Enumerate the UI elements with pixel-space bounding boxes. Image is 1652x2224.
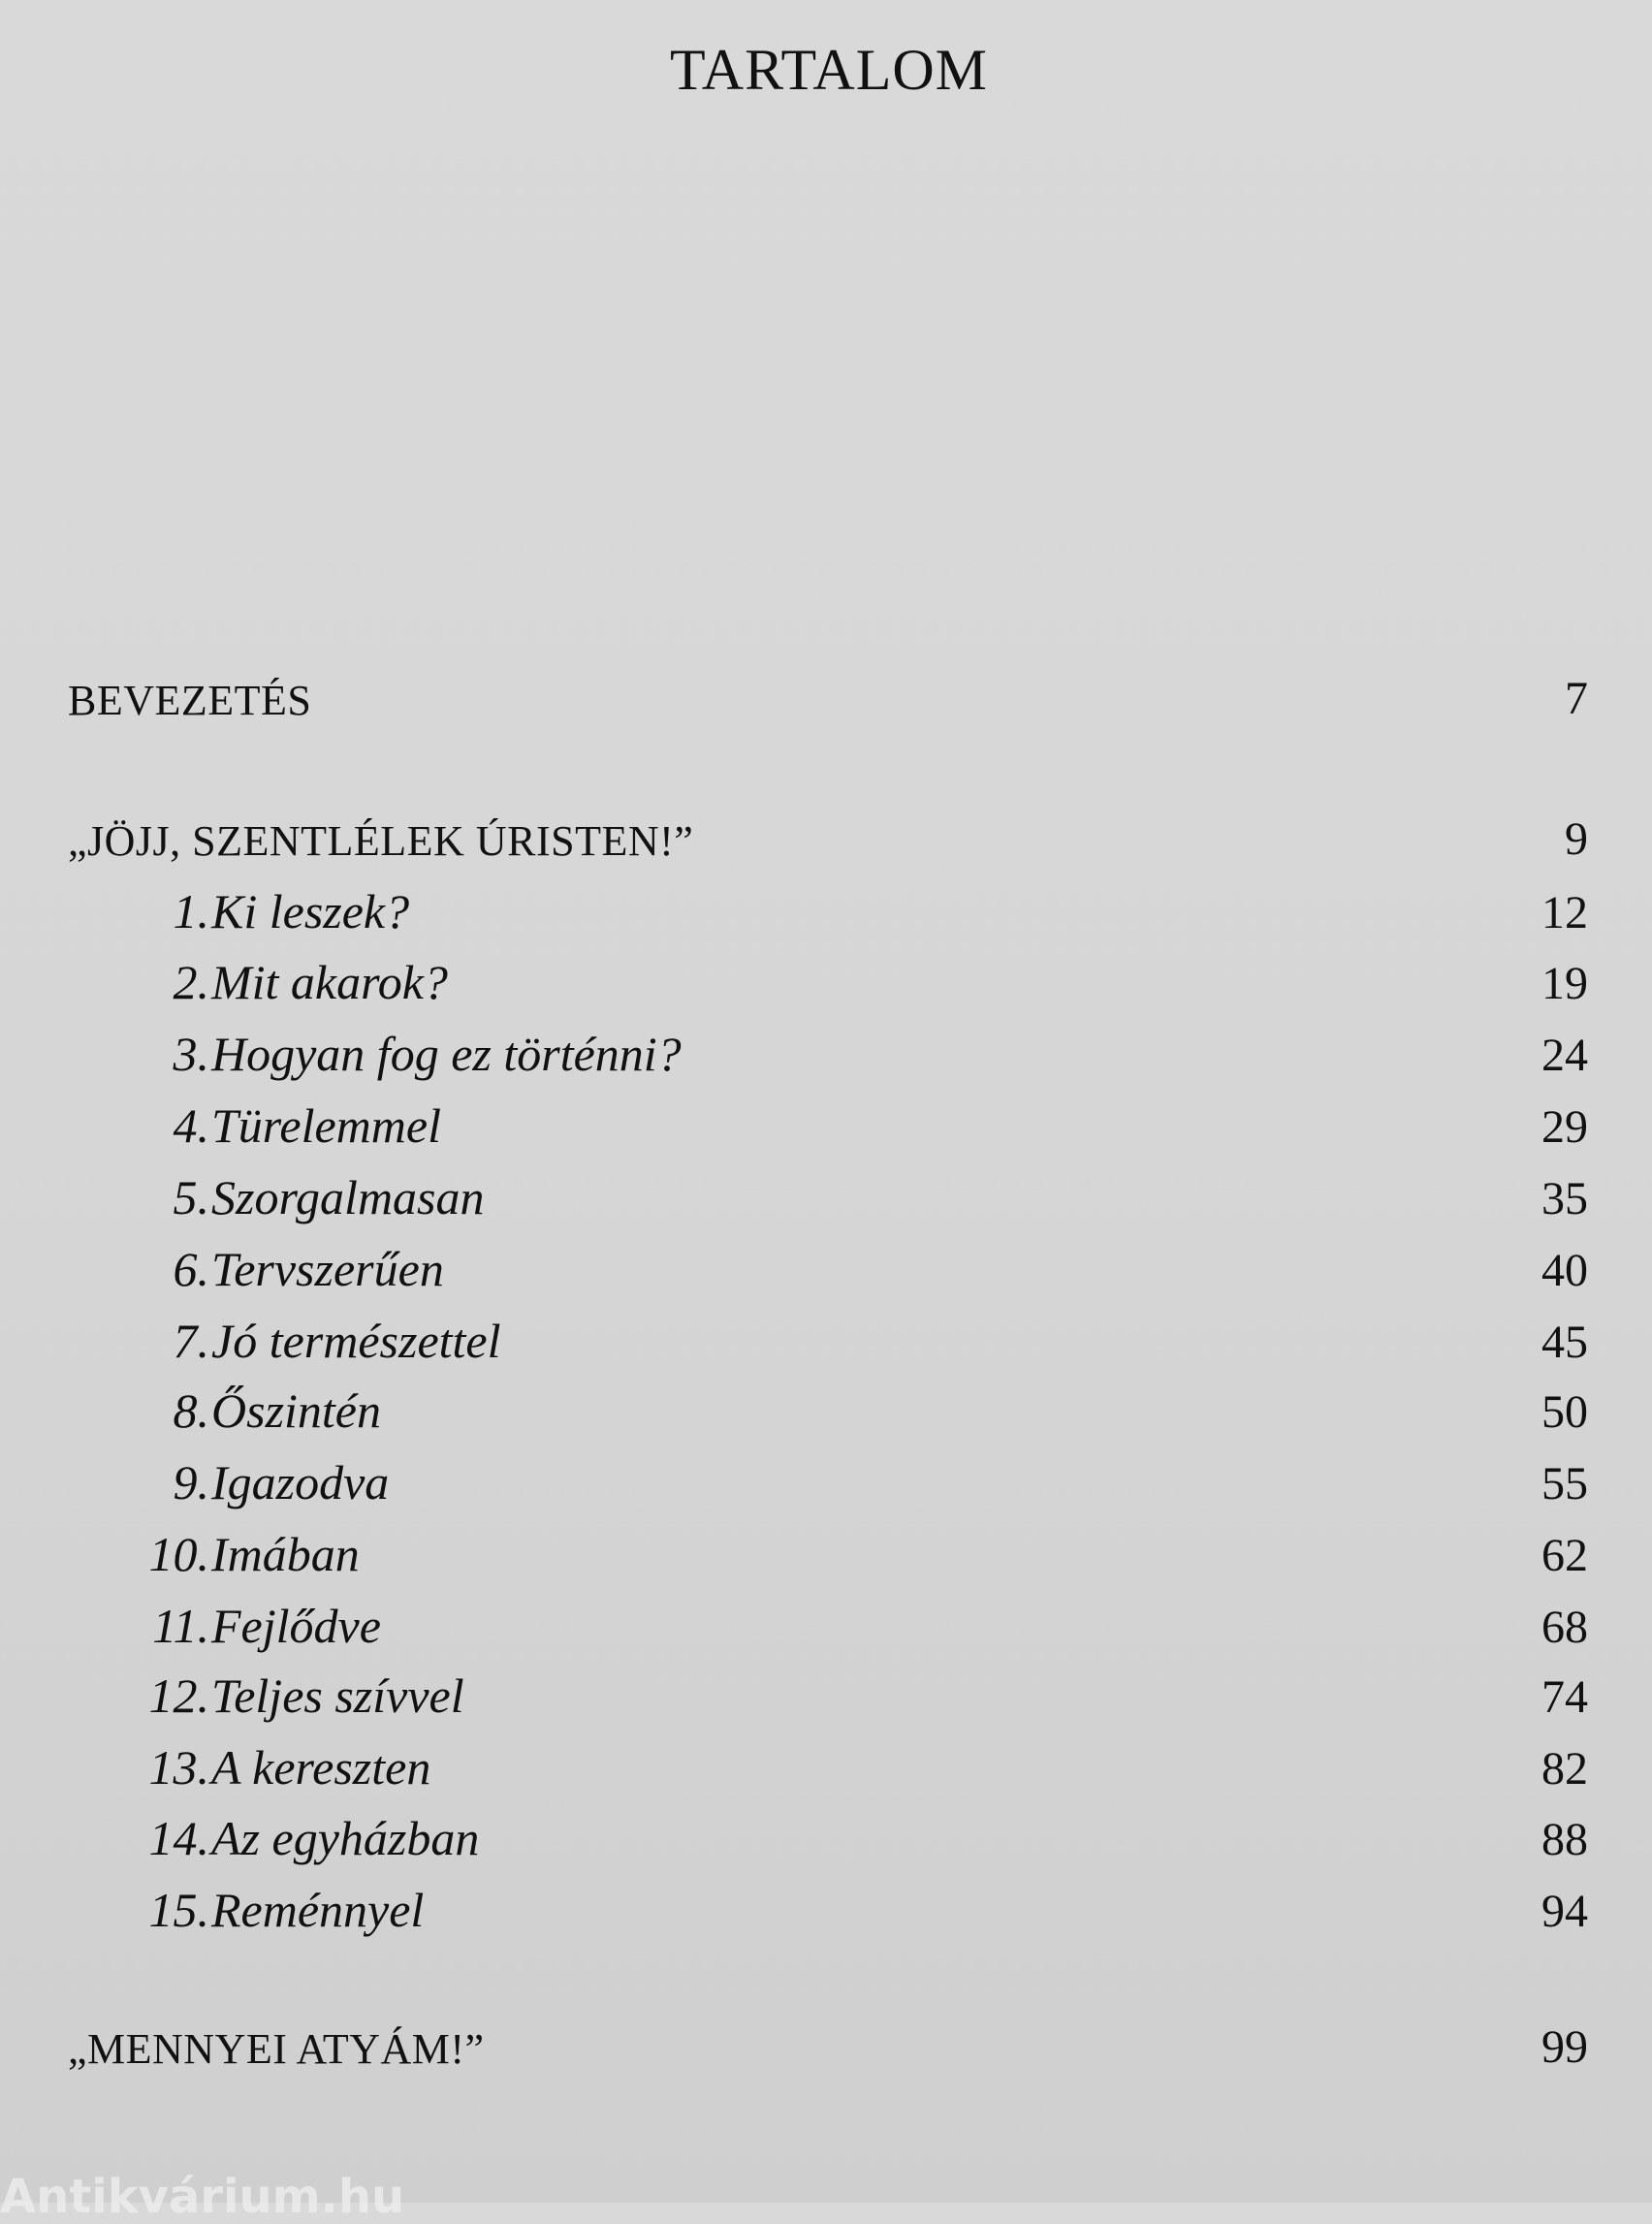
chapter-title: Őszintén: [211, 1383, 381, 1438]
chapter-number: 13.: [148, 1740, 210, 1795]
toc-entry-chapter: 12. Teljes szívvel 74: [0, 1652, 1652, 1724]
chapter-title: Fejlődve: [211, 1599, 381, 1653]
chapter-number: 8.: [173, 1383, 210, 1438]
toc-page-number: 94: [1541, 1886, 1588, 1937]
toc-page-number: 7: [1565, 673, 1588, 724]
toc-entry-chapter: 13. A kereszten 82: [0, 1724, 1652, 1795]
chapter-number: 3.: [173, 1027, 210, 1081]
chapter-title: Reménnyel: [211, 1883, 425, 1937]
toc-page-number: 68: [1541, 1602, 1588, 1653]
toc-page-number: 12: [1541, 887, 1588, 938]
toc-page-number: 55: [1541, 1458, 1588, 1509]
chapter-number: 4.: [173, 1098, 210, 1153]
toc-page-number: 29: [1541, 1101, 1588, 1153]
chapter-number: 10.: [148, 1527, 210, 1581]
chapter-number: 11.: [152, 1599, 209, 1653]
toc-page-number: 24: [1541, 1030, 1588, 1081]
toc-page-number: 99: [1541, 2021, 1588, 2073]
chapter-title: A kereszten: [211, 1740, 431, 1795]
chapter-number: 9.: [173, 1455, 210, 1509]
chapter-title: Imában: [211, 1527, 360, 1581]
chapter-title: Jó természettel: [211, 1314, 501, 1368]
chapter-title: Tervszerűen: [211, 1242, 444, 1296]
toc-entry-chapter: 5. Szorgalmasan 35: [0, 1154, 1652, 1225]
chapter-title: Igazodva: [211, 1455, 390, 1509]
chapter-number: 5.: [173, 1170, 210, 1224]
chapter-number: 15.: [148, 1883, 210, 1937]
chapter-title: Türelemmel: [211, 1098, 441, 1153]
toc-entry-chapter: 8. Őszintén 50: [0, 1367, 1652, 1439]
toc-page-number: 74: [1541, 1671, 1588, 1723]
toc-entry-introduction: BEVEZETÉS 7: [0, 653, 1652, 725]
toc-page-number: 88: [1541, 1814, 1588, 1865]
toc-entry-closing: „MENNYEI ATYÁM!” 99: [0, 2002, 1652, 2074]
chapter-title: Az egyházban: [211, 1811, 480, 1865]
toc-entry-chapter: 1. Ki leszek? 12: [0, 868, 1652, 939]
toc-entry-chapter: 2. Mit akarok? 19: [0, 938, 1652, 1010]
toc-entry-chapter: 9. Igazodva 55: [0, 1439, 1652, 1510]
chapter-number: 6.: [173, 1242, 210, 1296]
toc-page-number: 35: [1541, 1173, 1588, 1224]
toc-entry-label: „JÖJJ, SZENTLÉLEK ÚRISTEN!”: [68, 817, 694, 865]
chapter-title: Szorgalmasan: [211, 1170, 485, 1224]
toc-entry-label: BEVEZETÉS: [68, 677, 312, 724]
chapter-number: 7.: [173, 1314, 210, 1368]
page-title: TARTALOM: [669, 38, 989, 102]
toc-page-number: 9: [1565, 813, 1588, 865]
chapter-title: Mit akarok?: [211, 955, 448, 1009]
toc-page-number: 19: [1541, 958, 1588, 1009]
toc-entry-chapter: 7. Jó természettel 45: [0, 1297, 1652, 1369]
chapter-title: Ki leszek?: [211, 884, 410, 938]
toc-entry-chapter: 6. Tervszerűen 40: [0, 1225, 1652, 1297]
toc-entry-chapter: 3. Hogyan fog ez történni? 24: [0, 1010, 1652, 1082]
chapter-number: 2.: [173, 955, 210, 1009]
chapter-number: 12.: [148, 1668, 210, 1723]
toc-entry-chapter: 10. Imában 62: [0, 1510, 1652, 1582]
toc-page-number: 40: [1541, 1245, 1588, 1296]
toc-entry-section: „JÖJJ, SZENTLÉLEK ÚRISTEN!” 9: [0, 794, 1652, 866]
toc-entry-chapter: 4. Türelemmel 29: [0, 1082, 1652, 1154]
toc-page-number: 62: [1541, 1530, 1588, 1581]
toc-page-number: 45: [1541, 1317, 1588, 1368]
toc-page-number: 82: [1541, 1743, 1588, 1795]
watermark: Antikvárium.hu: [0, 2170, 405, 2224]
toc-entry-chapter: 11. Fejlődve 68: [0, 1582, 1652, 1654]
toc-entry-chapter: 14. Az egyházban 88: [0, 1795, 1652, 1866]
chapter-number: 14.: [148, 1811, 210, 1865]
toc-entry-label: „MENNYEI ATYÁM!”: [68, 2025, 485, 2073]
chapter-title: Hogyan fog ez történni?: [211, 1027, 682, 1081]
chapter-number: 1.: [173, 884, 210, 938]
toc-entry-chapter: 15. Reménnyel 94: [0, 1866, 1652, 1938]
chapter-title: Teljes szívvel: [211, 1668, 464, 1723]
toc-page-number: 50: [1541, 1386, 1588, 1438]
